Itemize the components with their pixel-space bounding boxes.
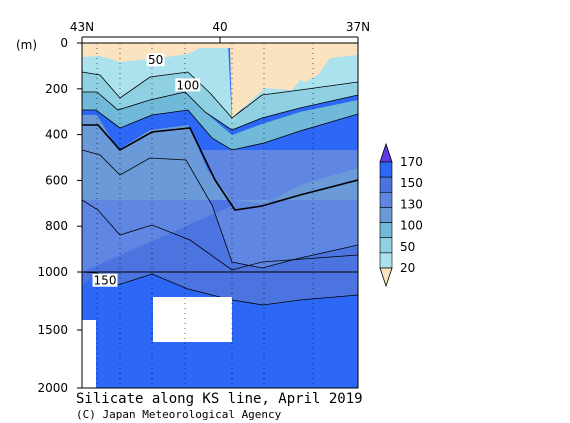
x-tick-label: 37N — [346, 20, 370, 34]
section-plot — [82, 43, 358, 388]
y-tick-label: 1500 — [37, 323, 68, 337]
colorbar-top-arrow — [379, 142, 393, 163]
colorbar-swatch — [379, 191, 393, 208]
major-contours — [82, 124, 358, 211]
contour-label: 50 — [148, 53, 163, 67]
contour-label: 150 — [94, 274, 117, 288]
no-data-gap — [153, 297, 232, 342]
contour-label-bg — [175, 78, 201, 92]
x-tick-label: 40 — [212, 20, 227, 34]
x-axis-ticks: 43N 40 37N — [70, 20, 370, 43]
y-axis-ticks: 0 200 400 600 800 1000 1500 2000 — [37, 36, 82, 395]
y-tick-label: 0 — [60, 36, 68, 50]
no-data-gap-left — [82, 320, 96, 388]
contour-labels: 50 100 150 — [92, 53, 201, 288]
colorbar-label: 50 — [400, 240, 415, 254]
colorbar-label: 20 — [400, 261, 415, 275]
x-tick-label: 43N — [70, 20, 94, 34]
colorbar-swatch — [379, 161, 393, 178]
credit-text: (C) Japan Meteorological Agency — [76, 408, 282, 421]
colorbar-label: 100 — [400, 219, 423, 233]
band-100 — [82, 115, 358, 204]
contour-label: 100 — [176, 78, 199, 92]
colorbar-label: 170 — [400, 155, 423, 169]
colorbar-swatch — [379, 222, 393, 239]
band-50 — [82, 72, 358, 130]
colorbar-swatch — [379, 237, 393, 254]
y-tick-label: 1000 — [37, 265, 68, 279]
plot-frame — [81, 42, 359, 389]
colorbar-label: 130 — [400, 197, 423, 211]
colorbar-swatch — [379, 176, 393, 193]
y-tick-label: 2000 — [37, 381, 68, 395]
y-tick-label: 600 — [45, 173, 68, 187]
y-tick-label: 800 — [45, 219, 68, 233]
colorbar-swatch — [379, 207, 393, 223]
colorbar-label: 150 — [400, 176, 423, 190]
band-low-silicate — [82, 43, 358, 118]
band-90 — [82, 92, 358, 150]
y-unit-label: (m) — [16, 38, 37, 52]
colorbar-bottom-arrow — [379, 267, 393, 288]
band-150-lower — [82, 272, 358, 305]
y-tick-label: 200 — [45, 82, 68, 96]
contour-label-bg — [92, 273, 118, 287]
chart-title: Silicate along KS line, April 2019 — [76, 391, 363, 407]
colorbar: 20 50 100 130 150 170 — [379, 142, 423, 288]
y-tick-label: 400 — [45, 128, 68, 142]
contour-label-bg — [146, 53, 165, 67]
colorbar-swatch — [379, 252, 393, 269]
